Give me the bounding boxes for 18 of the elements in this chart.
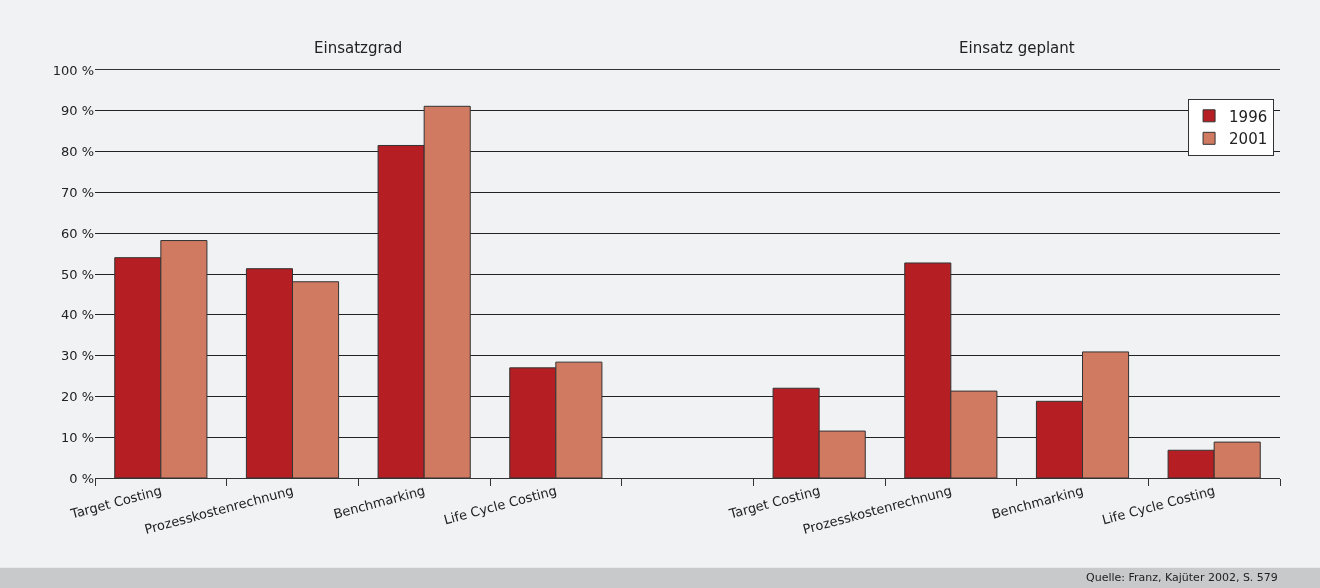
text: Einsatz geplant bbox=[959, 39, 1075, 57]
y-tick-label: 50 % bbox=[60, 266, 94, 282]
y-tick-label: 60 % bbox=[60, 225, 94, 241]
legend-label: 2001 bbox=[1229, 130, 1268, 149]
y-tick-label: 40 % bbox=[60, 307, 94, 323]
x-tick-label: Life Cycle Costing bbox=[1100, 482, 1217, 528]
y-tick-label: 0 % bbox=[69, 470, 94, 486]
source-note: Quelle: Franz, Kajüter 2002, S. 579 bbox=[1086, 571, 1278, 584]
legend-label: 1996 bbox=[1229, 107, 1268, 126]
x-tick-label: Life Cycle Costing bbox=[442, 482, 559, 528]
y-tick-label: 70 % bbox=[60, 184, 94, 200]
y-tick-label: 10 % bbox=[60, 429, 94, 445]
y-tick-label: 20 % bbox=[60, 388, 94, 404]
y-tick-label: 100 % bbox=[52, 62, 94, 78]
y-tick-label: 80 % bbox=[60, 144, 94, 160]
text: Einsatzgrad bbox=[314, 39, 403, 57]
y-tick-label: 90 % bbox=[60, 103, 94, 119]
y-tick-label: 30 % bbox=[60, 348, 94, 364]
